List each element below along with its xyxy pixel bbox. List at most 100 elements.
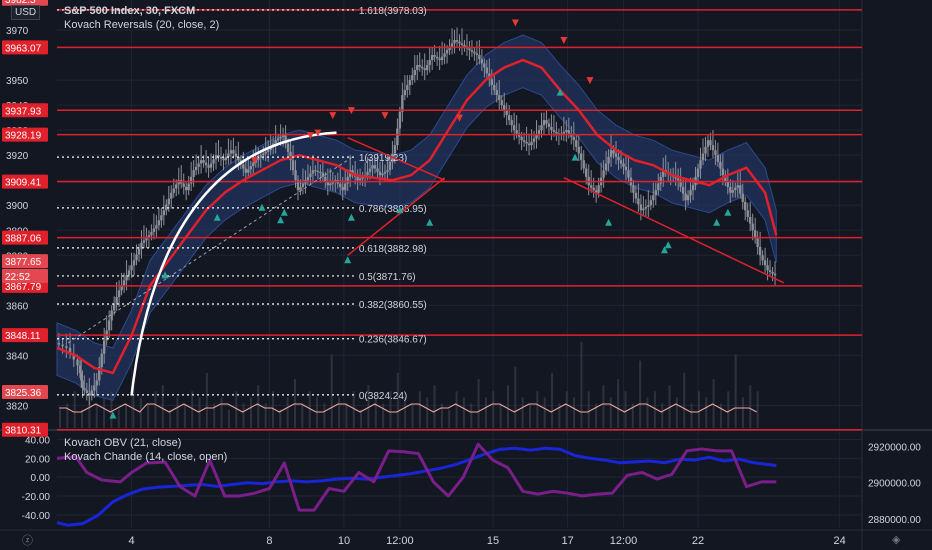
candle-body xyxy=(403,90,407,96)
candle-body xyxy=(130,265,133,271)
marker-down-icon xyxy=(306,132,314,140)
volume-bar xyxy=(183,403,186,428)
candle-body xyxy=(699,160,702,169)
volume-bar xyxy=(595,403,598,428)
candle-body xyxy=(463,45,466,47)
candle-body xyxy=(642,208,645,211)
candle-body xyxy=(637,198,640,205)
candle-body xyxy=(103,340,106,354)
volume-bar xyxy=(227,409,230,428)
marker-up-icon xyxy=(426,218,434,226)
candle-body xyxy=(68,347,72,354)
trendline-drawings[interactable] xyxy=(67,131,785,396)
candle-body xyxy=(550,126,553,131)
volume-bar xyxy=(602,385,605,428)
candle-body xyxy=(152,228,156,232)
price-tag-label: 3982.5 xyxy=(5,0,36,6)
osc-left-tick: -40.00 xyxy=(22,511,51,522)
candle-body xyxy=(585,168,588,177)
candle-body xyxy=(681,186,685,194)
time-tick-label: 15 xyxy=(487,535,499,547)
price-tag-box xyxy=(2,254,48,269)
candle-body xyxy=(204,162,208,166)
osc-left-tick: -20.00 xyxy=(22,492,51,503)
candle-body xyxy=(604,163,608,171)
price-tag-box xyxy=(2,103,48,118)
price-axis[interactable]: 3820384038603880389039003910392039303940… xyxy=(2,0,48,437)
time-tick-label: 8 xyxy=(266,535,272,547)
fib-level-label: 1.618(3978.03) xyxy=(359,6,427,17)
candle-body xyxy=(72,353,75,360)
candle-body xyxy=(112,303,116,311)
volume-bar xyxy=(455,391,458,428)
candle-body xyxy=(753,230,757,239)
candle-body xyxy=(423,68,426,71)
candle-body xyxy=(227,153,230,157)
candle-body xyxy=(711,145,715,151)
candle-body xyxy=(589,185,593,188)
time-axis[interactable]: 4 8 10 12:00 15 17 12:00 22 24 xyxy=(128,535,845,547)
candle-body xyxy=(716,155,720,162)
candle-body xyxy=(714,150,717,156)
candle-body xyxy=(418,65,421,67)
volume-bar xyxy=(741,397,744,428)
volume-bar xyxy=(396,372,399,428)
price-tag-box xyxy=(2,422,48,437)
fib-level-label: 0.786(3898.95) xyxy=(359,204,427,215)
candle-body xyxy=(530,141,533,146)
candle-body xyxy=(748,216,752,224)
symbol-title[interactable]: S&P 500 Index, 30, FXCM xyxy=(64,5,196,17)
candle-body xyxy=(701,153,705,161)
kovach-band xyxy=(56,34,777,402)
candle-body xyxy=(378,171,382,176)
indicator-title[interactable]: Kovach Reversals (20, close, 2) xyxy=(64,19,220,31)
candle-body xyxy=(689,190,692,196)
scroll-to-realtime-icon[interactable]: ◈ xyxy=(892,534,901,546)
candle-body xyxy=(229,150,233,154)
candle-body xyxy=(768,270,772,272)
candle-body xyxy=(249,166,252,170)
candle-body xyxy=(252,162,255,167)
fibonacci-retracement[interactable]: 1.618(3978.03) 1(3919.23) 0.786(3898.95) 0.… xyxy=(57,6,427,402)
candle-body xyxy=(542,120,546,126)
candle-body xyxy=(299,186,302,191)
candle-body xyxy=(132,260,136,266)
volume-bar xyxy=(125,403,128,428)
volume-bar xyxy=(117,409,120,428)
candle-body xyxy=(555,131,558,134)
arc-drawing xyxy=(130,131,337,396)
candle-body xyxy=(527,143,531,146)
chande-title[interactable]: Kovach Chande (14, close, open) xyxy=(64,451,228,463)
candle-body xyxy=(426,65,429,71)
price-tick-label: 3920 xyxy=(6,151,29,162)
volume-bar xyxy=(286,397,289,428)
obv-title[interactable]: Kovach OBV (21, close) xyxy=(64,437,182,449)
volume-bar xyxy=(580,342,583,428)
tradingview-logo-icon[interactable]: ⓩ xyxy=(22,535,33,547)
price-tag-box xyxy=(2,40,48,55)
candle-body xyxy=(212,159,215,164)
candle-body xyxy=(160,215,163,221)
candle-body xyxy=(565,130,568,132)
currency-badge[interactable]: USD xyxy=(11,5,41,20)
candle-body xyxy=(450,43,454,47)
volume-bar xyxy=(448,409,451,428)
candle-body xyxy=(445,50,449,54)
marker-up-icon xyxy=(347,213,355,221)
volume-bar xyxy=(132,379,135,428)
marker-up-icon xyxy=(109,411,117,419)
candle-body xyxy=(145,237,148,241)
volume-bar xyxy=(257,385,260,428)
candle-body xyxy=(719,161,722,169)
candle-body xyxy=(247,169,250,173)
candle-body xyxy=(276,138,280,141)
candle-body xyxy=(242,164,245,169)
candle-body xyxy=(468,48,471,51)
horizontal-levels[interactable] xyxy=(57,9,862,431)
candle-body xyxy=(117,290,121,298)
candle-body xyxy=(649,200,653,206)
volume-bar xyxy=(558,403,561,428)
candle-body xyxy=(761,255,764,261)
volume-bar xyxy=(308,391,311,428)
